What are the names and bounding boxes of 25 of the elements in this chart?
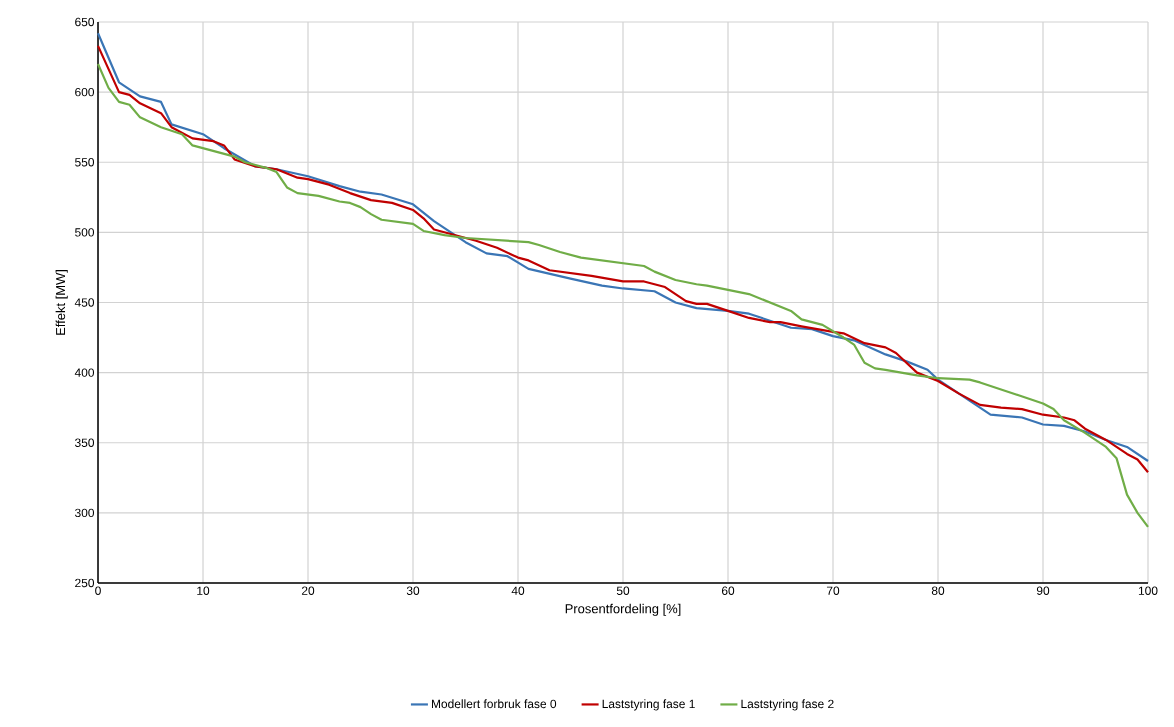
y-tick-label: 250 xyxy=(75,578,95,588)
x-tick-label: 50 xyxy=(616,586,630,595)
x-tick-label: 30 xyxy=(406,586,420,595)
x-tick-label: 60 xyxy=(721,586,735,595)
x-tick-label: 90 xyxy=(1036,586,1050,595)
y-tick-label: 650 xyxy=(75,17,95,27)
y-axis-title: Effekt [MW] xyxy=(55,270,68,335)
x-tick-label: 10 xyxy=(197,586,210,595)
y-tick-label: 300 xyxy=(75,508,95,518)
x-tick-label: 20 xyxy=(301,586,315,595)
y-tick-label: 450 xyxy=(74,298,95,307)
x-tick-label: 40 xyxy=(511,586,525,595)
y-tick-label: 600 xyxy=(75,87,95,97)
x-tick-label: 70 xyxy=(826,586,840,595)
x-tick-label: 0 xyxy=(95,586,101,595)
y-tick-label: 550 xyxy=(75,158,95,167)
legend-label: Laststyring fase 2 xyxy=(741,699,834,711)
x-axis-title: Prosentfordeling [%] xyxy=(565,603,681,616)
y-tick-label: 350 xyxy=(75,438,95,447)
y-tick-label: 500 xyxy=(75,228,95,237)
legend-label: Laststyring fase 1 xyxy=(602,699,695,711)
legend-label: Modellert forbruk fase 0 xyxy=(431,699,557,709)
x-tick-label: 80 xyxy=(931,586,945,595)
x-tick-label: 100 xyxy=(1138,586,1158,595)
y-tick-label: 400 xyxy=(74,368,95,377)
